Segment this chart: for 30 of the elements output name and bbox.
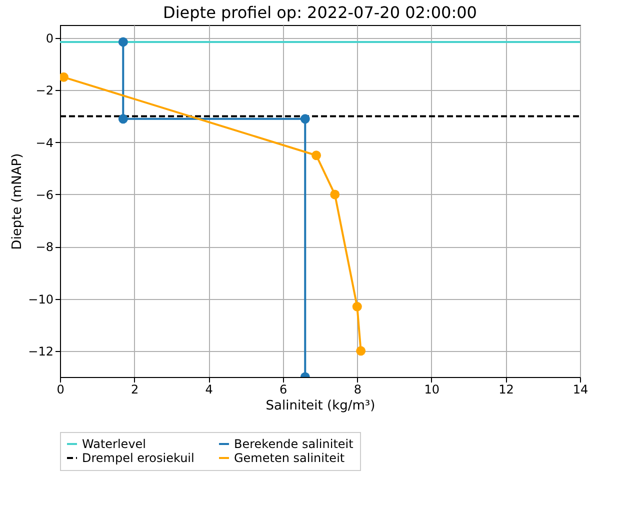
x-tick-label: 10 [424,382,440,396]
point [312,150,322,160]
legend-label: Gemeten saliniteit [234,451,345,465]
x-tick-label: 0 [56,382,64,396]
point [352,302,362,312]
y-tick-label: −2 [36,84,54,98]
point [118,114,128,124]
x-tick-label: 8 [354,382,362,396]
point [300,114,310,124]
y-tick-label: −12 [28,344,54,358]
point [330,190,340,200]
y-tick-label: −6 [36,188,54,202]
point [118,37,128,47]
x-tick-label: 2 [130,382,139,396]
legend-label: Berekende saliniteit [234,437,354,451]
legend-label: Waterlevel [82,437,146,451]
legend-label: Drempel erosiekuil [82,451,194,465]
point [60,72,68,82]
x-axis-title: Saliniteit (kg/m³) [266,398,376,414]
x-tick-label: 12 [498,382,514,396]
y-tick-label: −4 [36,136,54,150]
y-axis-title: Diepte (mNAP) [10,153,26,250]
x-tick-label: 6 [280,382,288,396]
chart-title: Diepte profiel op: 2022-07-20 02:00:00 [163,3,477,22]
y-tick-label: 0 [46,32,54,46]
y-tick-label: −10 [28,292,54,306]
x-tick-label: 4 [205,382,213,396]
x-tick-label: 14 [572,382,588,396]
point [356,346,366,356]
y-tick-label: −8 [36,240,54,254]
